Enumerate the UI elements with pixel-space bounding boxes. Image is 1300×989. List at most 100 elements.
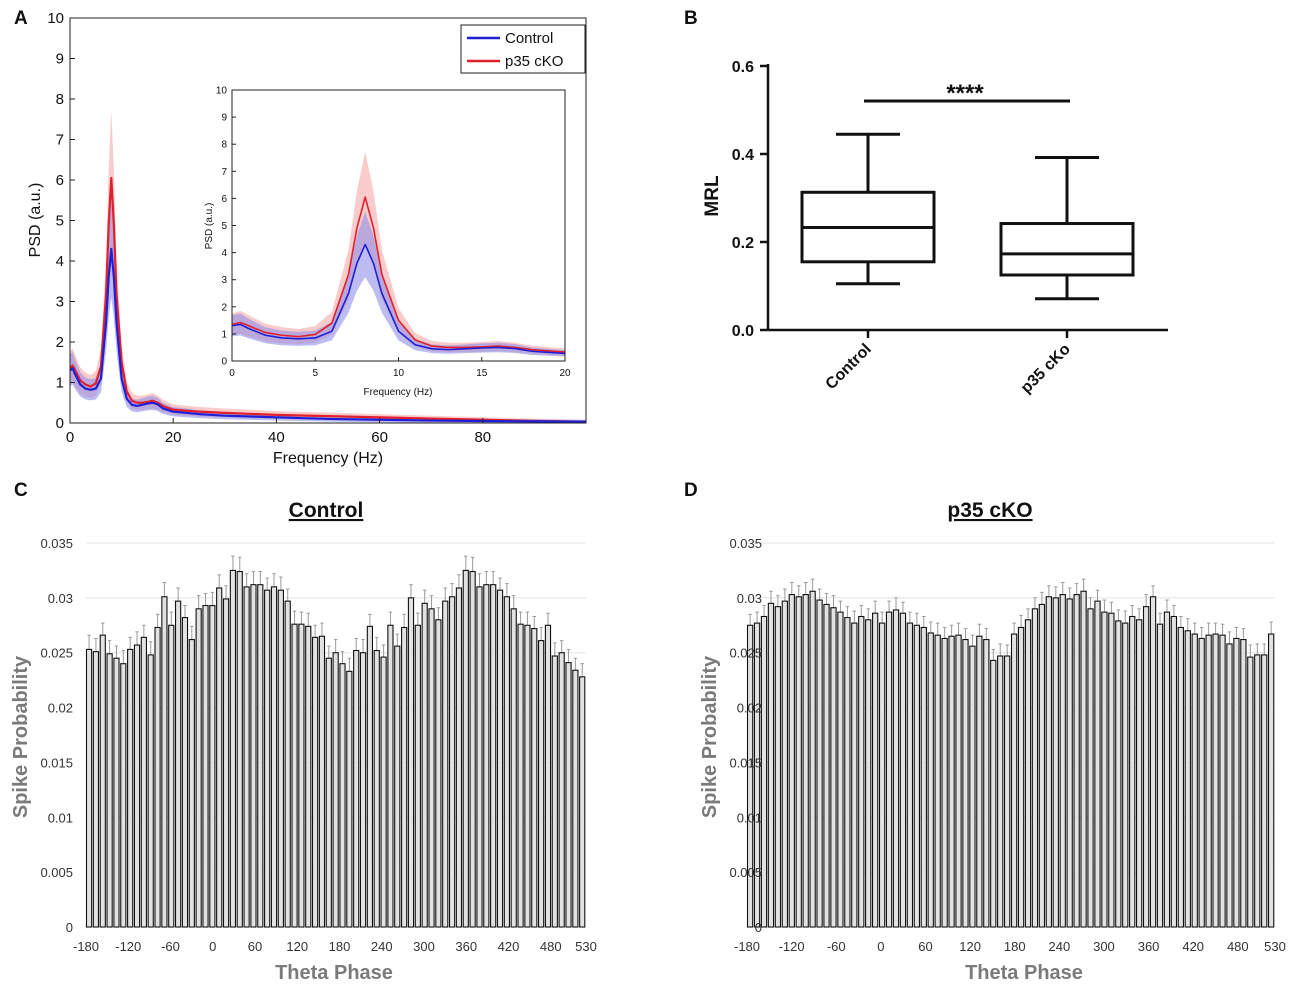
x-tick-label: -60 bbox=[161, 939, 180, 954]
y-tick-label: 3 bbox=[56, 294, 64, 311]
histogram-bar bbox=[1240, 638, 1247, 928]
histogram-bar bbox=[565, 662, 572, 928]
histogram-bar bbox=[387, 624, 394, 928]
inset-y-tick-label: 2 bbox=[221, 302, 227, 313]
histogram-bar bbox=[325, 657, 332, 928]
histogram-bar bbox=[469, 570, 476, 928]
x-tick-label: 300 bbox=[1093, 939, 1115, 954]
y-tick-label: 0 bbox=[66, 920, 73, 935]
histogram-bar bbox=[154, 626, 161, 928]
y-tick-label: 9 bbox=[56, 51, 64, 68]
inset-y-tick-label: 6 bbox=[221, 194, 227, 205]
control-axis-ticks: 0 0.005 0.01 0.015 0.02 0.025 0.03 0.035 -180 -12… bbox=[40, 536, 596, 954]
histogram-bar bbox=[161, 596, 168, 928]
control-x-axis-label: Theta Phase bbox=[275, 962, 393, 984]
histogram-bar bbox=[1136, 619, 1143, 928]
histogram-bar bbox=[962, 638, 969, 928]
x-tick-label: -180 bbox=[73, 939, 99, 954]
histogram-bar bbox=[346, 670, 353, 928]
inset-x-axis-label: Frequency (Hz) bbox=[364, 387, 433, 398]
histogram-bar bbox=[788, 594, 795, 928]
iqr-box bbox=[999, 222, 1135, 277]
y-tick-label: 4 bbox=[56, 253, 64, 270]
histogram-bar bbox=[462, 569, 469, 928]
histogram-bar bbox=[927, 632, 934, 928]
histogram-bar bbox=[510, 608, 517, 928]
histogram-bar bbox=[428, 608, 435, 928]
y-tick-label: 0.03 bbox=[737, 591, 762, 606]
histogram-bar bbox=[174, 600, 182, 928]
panel-letter-c: C bbox=[14, 480, 28, 501]
histogram-bar bbox=[222, 598, 230, 928]
histogram-bar bbox=[816, 599, 823, 928]
inset-y-tick-label: 4 bbox=[221, 248, 227, 259]
mrl-y-axis-label: MRL bbox=[702, 175, 723, 217]
panel-b-mrl-boxplot: 0.0 0.2 0.4 0.6 Control p35 cKo MRL **** bbox=[702, 59, 1168, 397]
y-tick-label: 0.025 bbox=[40, 646, 73, 661]
inset-x-tick-label: 10 bbox=[393, 368, 405, 379]
y-tick-label: 0.005 bbox=[729, 865, 762, 880]
histogram-bar bbox=[1205, 634, 1212, 928]
legend-label-control: Control bbox=[505, 30, 553, 47]
histogram-bar bbox=[892, 609, 900, 928]
y-tick-label: 0.035 bbox=[40, 536, 73, 551]
x-tick-label: 60 bbox=[248, 939, 262, 954]
mrl-axis-ticks: 0.0 0.2 0.4 0.6 bbox=[732, 59, 768, 340]
histogram-bar bbox=[941, 637, 948, 928]
histogram-bar bbox=[1219, 634, 1226, 928]
histogram-bar bbox=[147, 654, 154, 928]
histogram-bar bbox=[1212, 633, 1219, 928]
inset-x-tick-label: 0 bbox=[229, 368, 235, 379]
x-tick-label: 180 bbox=[1004, 939, 1026, 954]
x-tick-label: 300 bbox=[413, 939, 435, 954]
histogram-bar bbox=[380, 656, 387, 928]
histogram-bar bbox=[878, 622, 886, 928]
histogram-bar bbox=[127, 648, 134, 928]
inset-x-tick-label: 5 bbox=[312, 368, 318, 379]
histogram-bar bbox=[976, 635, 983, 928]
histogram-bar bbox=[373, 649, 380, 928]
cko-x-axis-label: Theta Phase bbox=[965, 962, 1083, 984]
y-tick-label: 0 bbox=[755, 920, 762, 935]
mrl-y-tick-label: 0.0 bbox=[732, 323, 754, 340]
histogram-bar bbox=[1004, 655, 1011, 928]
histogram-bar bbox=[1184, 630, 1191, 928]
y-tick-label: 0.02 bbox=[737, 701, 762, 716]
histogram-bar bbox=[195, 608, 202, 928]
histogram-bar bbox=[872, 612, 879, 928]
histogram-bar bbox=[250, 584, 257, 928]
histogram-bar bbox=[538, 640, 545, 928]
inset-x-tick-label: 20 bbox=[559, 368, 571, 379]
histogram-bar bbox=[120, 663, 127, 928]
histogram-bar bbox=[1226, 643, 1233, 928]
x-tick-label: 40 bbox=[268, 429, 285, 446]
inset-y-tick-label: 9 bbox=[221, 113, 227, 124]
histogram-bar bbox=[1080, 590, 1087, 928]
histogram-bar bbox=[106, 653, 113, 928]
histogram-bar bbox=[746, 624, 754, 928]
histogram-bar bbox=[257, 584, 264, 928]
x-tick-label: 480 bbox=[540, 939, 562, 954]
psd-y-axis-label: PSD (a.u.) bbox=[27, 183, 44, 258]
mrl-x-tick-label: Control bbox=[823, 341, 875, 393]
y-tick-label: 0 bbox=[56, 415, 64, 432]
histogram-bar bbox=[1261, 654, 1268, 928]
histogram-bar bbox=[865, 619, 872, 928]
inset-y-tick-label: 7 bbox=[221, 167, 227, 178]
inset-y-tick-label: 5 bbox=[221, 221, 227, 232]
histogram-bar bbox=[133, 644, 141, 928]
psd-inset-chart: 0 1 2 3 4 5 6 7 8 9 10 0 5 10 15 20 Frequency (Hz) PSD … bbox=[204, 86, 571, 399]
histogram-bar bbox=[264, 589, 271, 928]
x-tick-label: 240 bbox=[371, 939, 393, 954]
histogram-bar bbox=[1122, 622, 1129, 928]
histogram-bar bbox=[524, 624, 531, 928]
cko-histogram-title: p35 cKO bbox=[947, 499, 1032, 522]
y-tick-label: 1 bbox=[56, 375, 64, 392]
histogram-bar bbox=[359, 652, 367, 928]
x-tick-label: 120 bbox=[286, 939, 308, 954]
histogram-bar bbox=[983, 638, 990, 928]
y-tick-label: 8 bbox=[56, 91, 64, 108]
histogram-bar bbox=[401, 626, 408, 928]
histogram-bar bbox=[1156, 623, 1164, 928]
